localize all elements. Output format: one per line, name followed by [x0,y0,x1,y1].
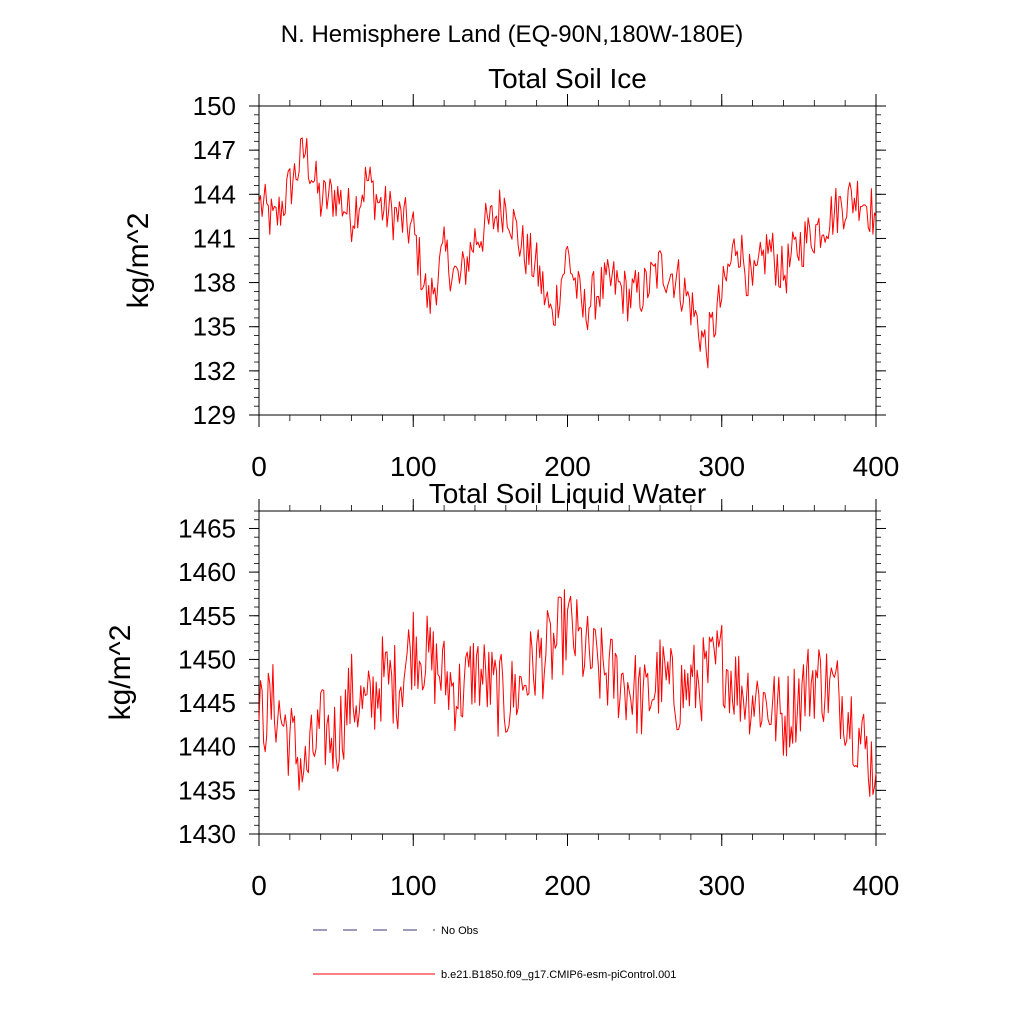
x-tick-label: 400 [853,870,900,901]
y-tick-label: 135 [193,312,236,342]
y-tick-label: 144 [193,179,236,209]
y-tick-label: 147 [193,135,236,165]
legend-item-1: No Obs [313,925,479,937]
x-tick-label: 100 [390,870,437,901]
y-tick-label: 1465 [178,513,236,543]
x-tick-label: 100 [390,451,437,482]
y-axis-label: kg/m^2 [122,213,155,309]
chart-panel-2: Total Soil Liquid Waterkg/m^214301435144… [104,478,899,901]
x-tick-label: 300 [698,870,745,901]
x-tick-label: 300 [698,451,745,482]
x-tick-label: 200 [544,870,591,901]
x-tick-label: 0 [251,870,267,901]
y-tick-label: 138 [193,268,236,298]
chart-panel-1: Total Soil Ice kg/m^2 129 132 135 138 141 144 14… [122,63,899,482]
x-tick-label: 400 [853,451,900,482]
x-tick-label: 0 [251,451,267,482]
y-axis-label: kg/m^2 [104,625,137,721]
legend: No Obs b.e21.B1850.f09_g17.CMIP6-esm-piCo… [313,925,676,981]
y-tick-label: 1435 [178,775,236,805]
series-line [258,589,877,797]
y-tick-label: 1450 [178,644,236,674]
y-tick-label: 150 [193,91,236,121]
y-tick-label: 1460 [178,557,236,587]
y-tick-label: 1445 [178,688,236,718]
y-tick-label: 1430 [178,819,236,849]
chart-title: Total Soil Ice [488,63,647,94]
x-tick-label: 200 [544,451,591,482]
legend-item-2: b.e21.B1850.f09_g17.CMIP6-esm-piControl.… [313,969,676,981]
legend-label: No Obs [441,925,479,937]
y-tick-label: 129 [193,400,236,430]
legend-label: b.e21.B1850.f09_g17.CMIP6-esm-piControl.… [441,969,676,981]
plot-frame [258,105,877,416]
y-tick-label: 1455 [178,601,236,631]
y-tick-label: 132 [193,356,236,386]
figure-suptitle: N. Hemisphere Land (EQ-90N,180W-180E) [281,21,743,48]
series-line [258,137,877,369]
y-tick-label: 1440 [178,732,236,762]
y-tick-label: 141 [193,223,236,253]
